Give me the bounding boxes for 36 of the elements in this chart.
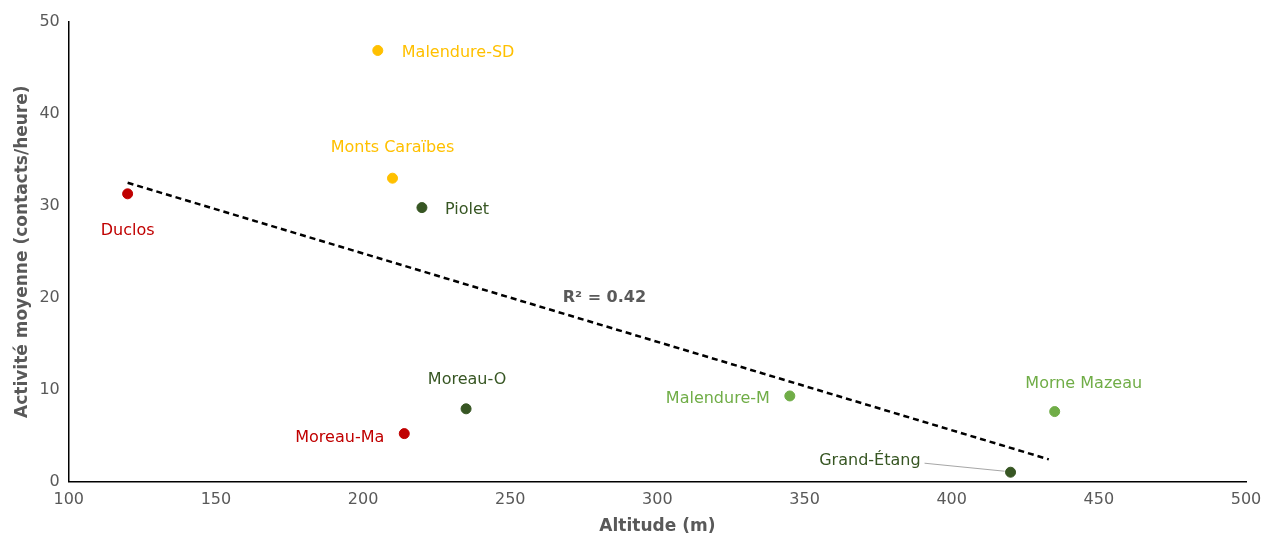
x-axis-title: Altitude (m) <box>599 515 716 536</box>
x-tick-label: 500 <box>1230 489 1262 509</box>
point <box>372 44 384 56</box>
series-label: Piolet <box>444 198 490 218</box>
point <box>416 202 428 214</box>
x-tick-label: 200 <box>347 489 379 509</box>
series-label: Malendure-SD <box>401 41 515 61</box>
series-label: Duclos <box>100 219 155 239</box>
point <box>1005 466 1017 478</box>
y-tick-label: 50 <box>39 11 60 31</box>
x-tick-label: 150 <box>200 489 232 509</box>
series-label: Morne Mazeau <box>1025 372 1143 392</box>
point <box>122 188 134 200</box>
y-axis-title: Activité moyenne (contacts/heure) <box>10 85 31 418</box>
series-label: Moreau-Ma <box>295 426 385 446</box>
series-label: Monts Caraïbes <box>330 137 455 157</box>
point <box>460 403 472 415</box>
x-tick-label: 450 <box>1083 489 1115 509</box>
x-tick-label: 300 <box>642 489 673 509</box>
series-label: Moreau-O <box>427 368 507 388</box>
point <box>398 428 410 440</box>
annotation: R² = 0.42 <box>562 286 647 306</box>
y-tick-label: 0 <box>49 470 60 490</box>
series-label: Malendure-M <box>665 388 770 408</box>
text: Grand-Étang <box>819 450 921 470</box>
y-tick-label: 30 <box>39 194 60 214</box>
point <box>784 390 796 402</box>
point <box>1049 406 1061 418</box>
y-tick-label: 10 <box>39 378 60 398</box>
x-tick-label: 400 <box>936 489 967 509</box>
x-tick-label: 100 <box>53 489 85 509</box>
x-tick-label: 250 <box>494 489 526 509</box>
x-tick-label: 350 <box>789 489 820 509</box>
point <box>387 172 398 184</box>
y-tick-label: 40 <box>39 103 60 123</box>
y-tick-label: 20 <box>39 286 60 306</box>
